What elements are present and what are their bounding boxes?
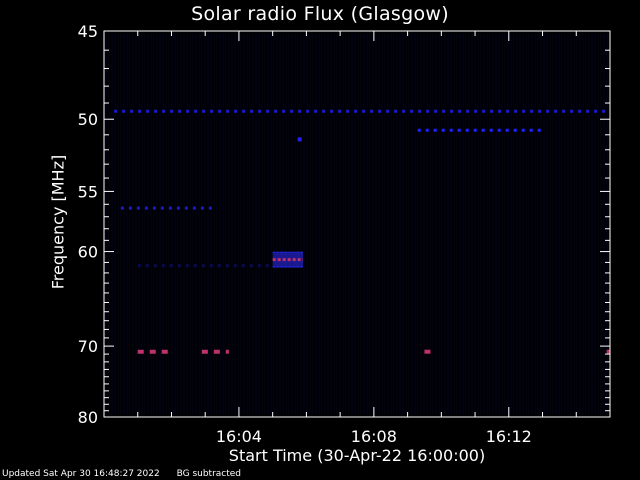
updated-timestamp: Updated Sat Apr 30 16:48:27 2022: [2, 469, 160, 479]
heatmap-layer: [105, 33, 610, 415]
y-axis-label: Frequency [MHz]: [48, 154, 68, 290]
x-axis-label: Start Time (30-Apr-22 16:00:00): [228, 446, 486, 465]
bg-subtracted-note: BG subtracted: [176, 469, 242, 479]
x-tick-label: 16:08: [351, 427, 397, 446]
spectral-point-9: [297, 137, 302, 142]
footer: Updated Sat Apr 30 16:48:27 2022 BG subt…: [2, 469, 255, 479]
y-tick-label: 55: [78, 182, 98, 201]
y-tick-label: 45: [78, 22, 98, 41]
plot-frame: [103, 30, 611, 418]
y-tick-label: 60: [78, 243, 98, 262]
y-tick-label: 80: [78, 408, 98, 427]
x-tick-label: 16:12: [486, 427, 532, 446]
y-tick-label: 70: [78, 337, 98, 356]
y-tick-label: 50: [78, 110, 98, 129]
x-tick-label: 16:04: [216, 427, 262, 446]
axes-layer: 45 50 55 60 70 80 16:04 16:08 16:12: [78, 22, 611, 446]
chart-title: Solar radio Flux (Glasgow): [191, 3, 449, 25]
